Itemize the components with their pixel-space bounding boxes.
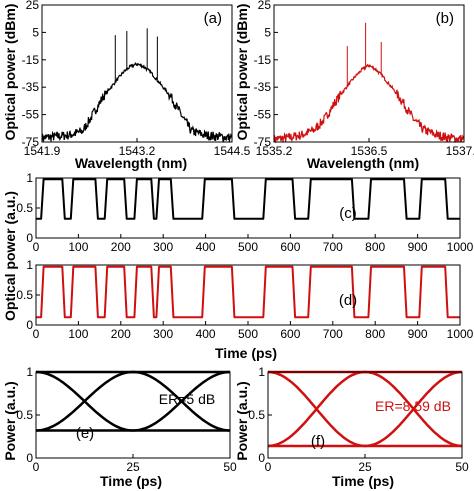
y-tick-label-d: 0 bbox=[26, 318, 33, 332]
chart-panel-c: 0 100 200 300 400 500 600 700 800 900 1000 0 0.5 1 (c) bbox=[16, 171, 473, 254]
y-tick-label-a: 25 bbox=[26, 0, 40, 12]
x-tick-label-d: 1000 bbox=[447, 327, 474, 341]
x-tick-label-b: 1537.8 bbox=[446, 144, 474, 158]
panel-label-e: (e) bbox=[76, 425, 94, 442]
panel-label-d: (d) bbox=[339, 292, 357, 309]
ylabel-b: Optical power (dBm) bbox=[234, 4, 250, 141]
x-tick-label-d: 100 bbox=[68, 327, 88, 341]
chart-panel-e: 0 25 50 0 0.5 1 (e) ER=5 dB bbox=[16, 365, 237, 474]
y-tick-label-a: -75 bbox=[22, 135, 40, 149]
extinction-ratio-e: ER=5 dB bbox=[159, 391, 215, 407]
y-tick-label-b: 25 bbox=[258, 0, 272, 12]
y-tick-label-f: 0.5 bbox=[248, 408, 265, 422]
y-tick-label-d: 1 bbox=[26, 258, 33, 272]
x-tick-label-c: 200 bbox=[111, 240, 131, 254]
x-tick-label-d: 200 bbox=[111, 327, 131, 341]
y-tick-label-a: -35 bbox=[22, 80, 40, 94]
panel-label-a: (a) bbox=[204, 10, 222, 27]
x-tick-label-d: 300 bbox=[153, 327, 173, 341]
plot-frame-b bbox=[273, 4, 465, 143]
panel-label-b: (b) bbox=[436, 10, 454, 27]
x-tick-label-c: 800 bbox=[365, 240, 385, 254]
y-tick-label-a: 5 bbox=[32, 25, 39, 39]
y-tick-label-e: 0 bbox=[26, 451, 33, 465]
x-tick-label-c: 0 bbox=[33, 240, 40, 254]
chart-panel-a: 1541.9 1543.2 1544.5 25 5 -15 -35 -55 -75 (a) bbox=[22, 0, 251, 158]
x-tick-label-d: 500 bbox=[238, 327, 258, 341]
eye-crossing-e bbox=[35, 370, 231, 432]
y-tick-label-e: 0.5 bbox=[16, 408, 33, 422]
xlabel-e: Time (ps) bbox=[100, 473, 162, 489]
x-tick-label-f: 25 bbox=[358, 460, 372, 474]
x-tick-label-e: 25 bbox=[126, 460, 140, 474]
x-tick-label-a: 1544.5 bbox=[214, 144, 251, 158]
plot-frame-e bbox=[35, 371, 231, 459]
y-tick-label-f: 0 bbox=[258, 451, 265, 465]
y-tick-label-b: 5 bbox=[264, 25, 271, 39]
pulse-trace-d bbox=[36, 265, 460, 319]
y-tick-label-c: 1 bbox=[26, 171, 33, 185]
x-tick-label-d: 700 bbox=[323, 327, 343, 341]
ylabel-f: Power (a.u.) bbox=[234, 381, 250, 460]
x-tick-label-c: 900 bbox=[408, 240, 428, 254]
panel-label-c: (c) bbox=[339, 205, 357, 222]
y-tick-label-c: 0 bbox=[26, 231, 33, 245]
x-tick-label-c: 700 bbox=[323, 240, 343, 254]
y-tick-label-a: -15 bbox=[22, 53, 40, 67]
spectrum-trace-a bbox=[41, 61, 233, 143]
chart-panel-d: 0 100 200 300 400 500 600 700 800 900 1000 0 0.5 1 (d) bbox=[16, 258, 473, 341]
y-tick-label-c: 0.5 bbox=[16, 201, 33, 215]
xlabel-b: Wavelength (nm) bbox=[307, 155, 419, 171]
y-tick-label-b: -55 bbox=[254, 108, 272, 122]
x-tick-label-c: 500 bbox=[238, 240, 258, 254]
x-tick-label-c: 400 bbox=[196, 240, 216, 254]
x-tick-label-c: 1000 bbox=[447, 240, 474, 254]
x-tick-label-c: 600 bbox=[280, 240, 300, 254]
xlabel-d: Time (ps) bbox=[215, 345, 277, 361]
ylabel-e: Power (a.u.) bbox=[2, 381, 18, 460]
chart-panel-f: 0 25 50 0 0.5 1 (f) ER=8.59 dB bbox=[248, 365, 469, 474]
plot-frame-a bbox=[41, 4, 233, 143]
xlabel-f: Time (ps) bbox=[332, 473, 394, 489]
ylabel-cd: Optical power (a.u.) bbox=[2, 191, 18, 321]
y-tick-label-b: -75 bbox=[254, 135, 272, 149]
x-tick-label-d: 600 bbox=[280, 327, 300, 341]
x-tick-label-e: 0 bbox=[33, 460, 40, 474]
ylabel-a: Optical power (dBm) bbox=[2, 4, 18, 141]
x-tick-label-c: 300 bbox=[153, 240, 173, 254]
spectrum-trace-b bbox=[273, 63, 465, 144]
x-tick-label-b: 1536.5 bbox=[351, 144, 388, 158]
xlabel-a: Wavelength (nm) bbox=[75, 155, 187, 171]
x-tick-label-d: 400 bbox=[196, 327, 216, 341]
extinction-ratio-f: ER=8.59 dB bbox=[375, 398, 451, 414]
x-tick-label-d: 800 bbox=[365, 327, 385, 341]
eye-crossing-f bbox=[267, 370, 463, 448]
y-tick-label-e: 1 bbox=[26, 365, 33, 379]
x-tick-label-e: 50 bbox=[223, 460, 237, 474]
plot-frame-d bbox=[35, 264, 461, 326]
x-tick-label-d: 0 bbox=[33, 327, 40, 341]
x-tick-label-f: 0 bbox=[265, 460, 272, 474]
panel-label-f: (f) bbox=[311, 433, 325, 450]
y-tick-label-f: 1 bbox=[258, 365, 265, 379]
y-tick-label-b: -15 bbox=[254, 53, 272, 67]
plot-frame-f bbox=[267, 371, 463, 459]
chart-panel-b: 1535.2 1536.5 1537.8 25 5 -15 -35 -55 -75 (b) bbox=[254, 0, 474, 158]
plot-frame-c bbox=[35, 177, 461, 239]
y-tick-label-d: 0.5 bbox=[16, 288, 33, 302]
x-tick-label-a: 1543.2 bbox=[119, 144, 156, 158]
x-tick-label-a: 1541.9 bbox=[24, 144, 61, 158]
pulse-trace-c bbox=[36, 178, 460, 220]
y-tick-label-a: -55 bbox=[22, 108, 40, 122]
y-tick-label-b: -35 bbox=[254, 80, 272, 94]
x-tick-label-b: 1535.2 bbox=[256, 144, 293, 158]
x-tick-label-c: 100 bbox=[68, 240, 88, 254]
x-tick-label-d: 900 bbox=[408, 327, 428, 341]
x-tick-label-f: 50 bbox=[455, 460, 469, 474]
